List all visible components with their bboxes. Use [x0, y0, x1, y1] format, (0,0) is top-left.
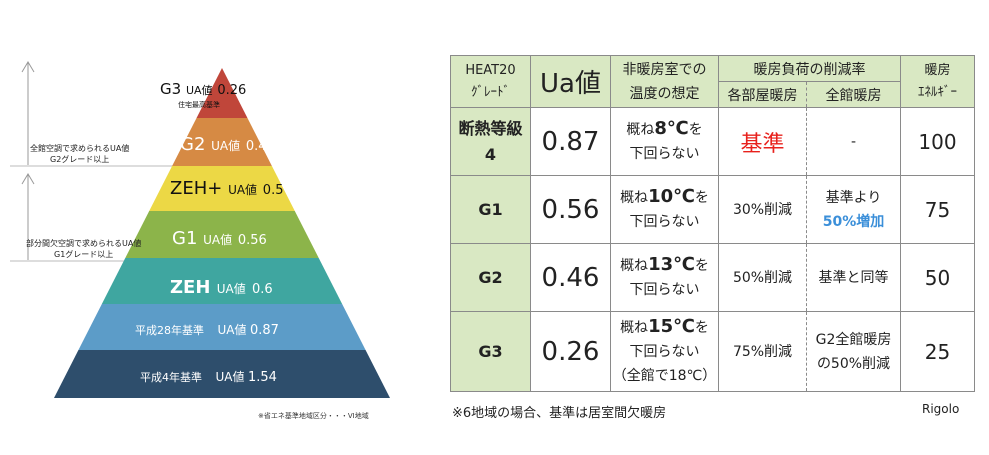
table-row: G2 0.46 概ね13℃を 下回らない 50%削減 基準と同等 50: [450, 243, 975, 312]
row-partial: 75%削減: [718, 311, 807, 392]
row-energy: 25: [900, 311, 975, 392]
brand-name: Rigolo: [922, 402, 960, 416]
row-temp: 概ね10℃を 下回らない: [610, 175, 719, 244]
level-sub-g3: 住宅最高基準: [178, 101, 220, 109]
row-energy: 100: [900, 107, 975, 176]
row-partial: 30%削減: [718, 175, 807, 244]
header-grade: HEAT20 ｸﾞﾚｰﾄﾞ: [450, 55, 531, 108]
level-label-h28: 平成28年基準 UA値 0.87: [135, 323, 279, 338]
row-energy: 75: [900, 175, 975, 244]
row-partial: 50%削減: [718, 243, 807, 312]
row-grade: G3: [450, 311, 531, 392]
table-row: G3 0.26 概ね15℃を 下回らない （全館で18℃） 75%削減 G2全館…: [450, 311, 975, 392]
row-grade: G1: [450, 175, 531, 244]
note-g1: 部分間欠空調で求められるUA値 G1グレード以上: [26, 239, 142, 259]
table-footnote: ※6地域の場合、基準は居室間欠暖房: [452, 406, 667, 421]
row-energy: 50: [900, 243, 975, 312]
pyramid-band-4: [101, 258, 343, 304]
heat20-table: HEAT20 ｸﾞﾚｰﾄﾞ Ua値 非暖房室での 温度の想定 暖房負荷の削減率 …: [450, 55, 975, 392]
pyramid-band-1: [172, 118, 272, 166]
row-whole: 基準より 50%増加: [806, 175, 901, 244]
row-partial: 基準: [718, 107, 807, 176]
row-whole: -: [806, 107, 901, 176]
pyramid-band-2: [149, 166, 295, 211]
header-energy: 暖房 ｴﾈﾙｷﾞｰ: [900, 55, 975, 108]
pyramid-graphic: [10, 61, 390, 398]
row-grade: G2: [450, 243, 531, 312]
level-label-zeh-plus: ZEH+ UA値 0.5: [170, 178, 284, 199]
table-row: 断熱等級 4 0.87 概ね8℃を 下回らない 基準 - 100: [450, 107, 975, 176]
pyramid-band-3: [125, 211, 319, 258]
row-ua: 0.26: [530, 311, 611, 392]
row-ua: 0.56: [530, 175, 611, 244]
row-temp: 概ね8℃を 下回らない: [610, 107, 719, 176]
arrow-g1-head: [21, 173, 35, 185]
level-label-g3: G3 UA値 0.26: [160, 80, 247, 98]
pyramid-band-5: [78, 304, 366, 350]
row-grade: 断熱等級 4: [450, 107, 531, 176]
pyramid-footnote: ※省エネ基準地域区分・・・VI地域: [258, 412, 369, 420]
row-ua: 0.46: [530, 243, 611, 312]
insulation-pyramid: G3 UA値 0.26 住宅最高基準 G2 UA値 0.46 ZEH+ UA値 …: [0, 0, 440, 455]
pyramid-band-0: [196, 68, 248, 118]
row-temp: 概ね15℃を 下回らない （全館で18℃）: [610, 311, 719, 392]
level-label-h4: 平成4年基準 UA値 1.54: [140, 370, 277, 385]
row-ua: 0.87: [530, 107, 611, 176]
header-reduction-whole: 全館暖房: [806, 81, 901, 108]
header-reduction-partial: 各部屋暖房: [718, 81, 807, 108]
level-label-g1: G1 UA値 0.56: [172, 228, 267, 249]
note-g2: 全館空調で求められるUA値 G2グレード以上: [30, 144, 130, 164]
row-whole: 基準と同等: [806, 243, 901, 312]
pyramid-band-6: [54, 350, 390, 398]
row-temp: 概ね13℃を 下回らない: [610, 243, 719, 312]
row-whole: G2全館暖房 の50%削減: [806, 311, 901, 392]
header-reduction: 暖房負荷の削減率: [718, 55, 901, 82]
arrow-g2-head: [21, 61, 35, 73]
header-temp: 非暖房室での 温度の想定: [610, 55, 719, 108]
level-label-g2: G2 UA値 0.46: [180, 134, 275, 155]
level-label-zeh: ZEH UA値 0.6: [170, 277, 273, 298]
header-ua: Ua値: [530, 55, 611, 108]
table-row: G1 0.56 概ね10℃を 下回らない 30%削減 基準より 50%増加 75: [450, 175, 975, 244]
